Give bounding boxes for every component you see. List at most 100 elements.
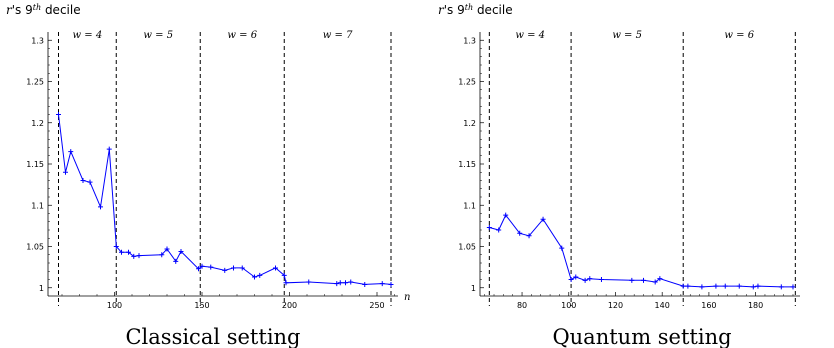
x-tick-label: 180 <box>748 301 763 310</box>
y-tick-label: 1 <box>39 284 44 293</box>
data-point <box>388 281 394 287</box>
data-point <box>503 212 509 218</box>
y-tick-label: 1.3 <box>463 36 476 45</box>
data-point <box>657 276 663 282</box>
data-point <box>652 279 658 285</box>
y-axis-title: r's 9th decile <box>438 3 513 17</box>
y-tick-label: 1.1 <box>31 201 44 210</box>
y-tick-label: 1.05 <box>26 243 44 252</box>
data-point <box>598 277 604 282</box>
data-point <box>343 280 348 286</box>
window-label: w = 6 <box>227 30 257 41</box>
y-tick-label: 1.15 <box>458 160 476 169</box>
data-point <box>568 277 574 282</box>
y-tick-label: 1.25 <box>458 78 476 87</box>
series-line <box>58 114 392 285</box>
data-point <box>164 246 170 252</box>
data-point <box>755 283 761 289</box>
data-point <box>379 281 385 287</box>
data-point <box>56 112 61 117</box>
data-point <box>113 244 119 249</box>
y-tick-label: 1.1 <box>463 201 476 210</box>
chart-panel-quantum: r's 9th decile Quantum setting 1 1.05 1.1 1… <box>438 3 800 348</box>
data-point <box>699 284 705 290</box>
data-point <box>106 146 112 152</box>
data-point <box>273 265 278 271</box>
data-point <box>573 274 579 280</box>
x-tick-label: 160 <box>701 301 716 310</box>
data-point <box>159 252 165 258</box>
data-point <box>337 280 343 286</box>
data-point <box>790 284 796 290</box>
x-tick-label: 150 <box>194 301 209 310</box>
data-point <box>231 265 236 271</box>
caption-quantum: Quantum setting <box>552 325 731 348</box>
data-point <box>252 274 257 280</box>
data-point <box>750 284 756 290</box>
data-point <box>131 253 137 259</box>
x-tick-label: 140 <box>655 301 670 310</box>
window-label: w = 6 <box>724 30 754 41</box>
y-axis-title: r's 9th decile <box>6 3 81 17</box>
data-point <box>517 230 523 236</box>
caption-classical: Classical setting <box>125 325 300 348</box>
y-tick-label: 1.05 <box>458 243 476 252</box>
x-tick-label: 250 <box>369 301 384 310</box>
x-axis-title: n <box>404 292 410 303</box>
data-point <box>641 277 647 283</box>
x-tick-label: 200 <box>282 301 297 310</box>
data-point <box>559 245 565 251</box>
data-point <box>136 253 142 259</box>
data-point <box>713 283 719 289</box>
data-point <box>685 283 691 289</box>
data-point <box>778 284 784 290</box>
y-tick-label: 1.25 <box>26 78 44 87</box>
data-point <box>722 283 728 289</box>
data-point <box>257 272 263 278</box>
y-tick-label: 1 <box>471 284 476 293</box>
data-point <box>736 283 742 289</box>
series-line <box>489 214 793 288</box>
window-label: w = 5 <box>143 30 173 41</box>
data-point <box>306 279 312 285</box>
data-point <box>526 233 532 239</box>
data-point <box>362 281 368 287</box>
chart-panel-classical: r's 9th decile Classical setting 1 1.05 1.… <box>6 3 410 348</box>
data-point <box>587 276 593 282</box>
data-point <box>222 267 228 273</box>
x-tick-label: 100 <box>561 301 576 310</box>
window-label: w = 5 <box>612 30 642 41</box>
data-point <box>540 216 546 222</box>
data-point <box>348 279 354 285</box>
y-tick-label: 1.2 <box>463 119 476 128</box>
data-point <box>486 225 492 231</box>
data-point <box>199 263 205 269</box>
data-point <box>178 248 184 254</box>
data-point <box>68 149 74 155</box>
data-point <box>281 272 287 278</box>
window-label: w = 4 <box>73 30 103 41</box>
x-tick-label: 100 <box>107 301 122 310</box>
data-point <box>629 277 635 283</box>
y-tick-label: 1.15 <box>26 160 44 169</box>
data-point <box>496 227 502 233</box>
data-point <box>582 277 588 283</box>
data-point <box>680 283 686 289</box>
data-point <box>283 280 289 286</box>
window-label: w = 7 <box>323 30 353 41</box>
data-point <box>334 281 340 287</box>
y-tick-label: 1.2 <box>31 119 44 128</box>
data-point <box>80 178 86 183</box>
x-tick-label: 80 <box>517 301 527 310</box>
data-point <box>173 258 179 264</box>
data-point <box>126 249 131 255</box>
x-tick-label: 120 <box>608 301 623 310</box>
data-point <box>87 179 93 185</box>
data-point <box>239 265 245 271</box>
y-tick-label: 1.3 <box>31 36 44 45</box>
data-point <box>63 169 68 175</box>
data-point <box>208 264 214 270</box>
data-point <box>196 266 201 272</box>
data-point <box>98 204 103 210</box>
